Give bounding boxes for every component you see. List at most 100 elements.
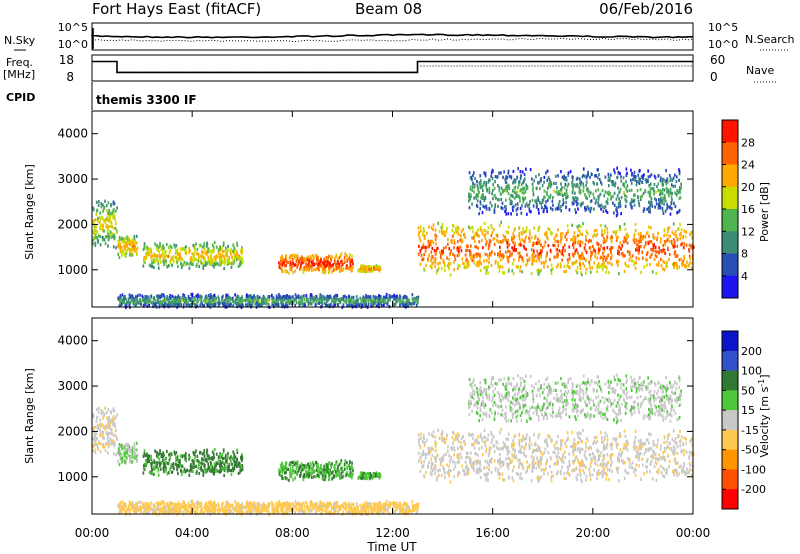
power-cell (502, 240, 504, 244)
velocity-cell (111, 439, 114, 443)
power-cell (484, 237, 487, 241)
velocity-cell (106, 437, 109, 441)
power-cell (453, 268, 456, 272)
power-cell (652, 249, 654, 253)
power-cell (602, 233, 604, 237)
power-cell (668, 234, 671, 238)
power-cell (488, 207, 491, 212)
power-cell (537, 237, 539, 241)
power-cell (377, 267, 380, 271)
power-cell (128, 249, 131, 253)
power-cell (385, 292, 388, 296)
power-cell (597, 262, 600, 266)
power-cell (194, 246, 196, 251)
power-cell (430, 254, 433, 258)
power-cell (519, 265, 522, 269)
power-cell (193, 258, 195, 262)
power-cell (578, 224, 580, 228)
power-cell (602, 241, 605, 245)
power-cell (387, 296, 389, 300)
power-cell (673, 232, 675, 236)
power-cell (466, 262, 469, 266)
power-cell (640, 240, 642, 244)
power-cell (506, 245, 509, 249)
power-cell (613, 183, 615, 187)
power-cell (511, 238, 513, 242)
power-cell (636, 246, 638, 250)
power-cell (175, 301, 178, 306)
velocity-cell (150, 464, 153, 468)
power-cell (195, 242, 197, 246)
power-cell (430, 266, 433, 270)
power-cell (122, 237, 125, 241)
power-ylabel: Slant Range [km] (23, 164, 36, 260)
power-cell (662, 196, 665, 200)
power-cell (284, 269, 287, 273)
power-cell (163, 299, 166, 303)
power-cell (662, 183, 664, 187)
power-cell (169, 249, 172, 253)
power-cell (476, 260, 479, 264)
velocity-cell (93, 438, 96, 443)
power-cell (201, 250, 204, 255)
power-cell (326, 299, 328, 303)
power-cell (579, 264, 582, 268)
power-cell (238, 254, 241, 258)
velocity-cell (219, 465, 222, 469)
velocity-cell (156, 461, 159, 465)
velocity-cell (134, 451, 136, 456)
power-cell (320, 294, 323, 298)
velocity-cell (302, 477, 305, 482)
power-cell (226, 248, 229, 252)
velocity-cell (180, 472, 183, 477)
power-cell (232, 299, 234, 304)
power-cell (516, 190, 519, 194)
power-cell (329, 265, 332, 269)
power-cell (671, 263, 674, 267)
power-cell (382, 295, 385, 299)
power-cell (312, 256, 315, 260)
power-cell (294, 293, 297, 297)
power-cell (241, 259, 244, 263)
power-cell (110, 233, 112, 237)
power-cell (330, 258, 333, 262)
power-cell (118, 237, 121, 242)
power-cell (512, 248, 515, 252)
power-cell (388, 297, 391, 301)
power-cell (211, 258, 214, 262)
power-cell (105, 204, 108, 208)
velocity-cell (301, 466, 304, 470)
power-cell (537, 272, 540, 276)
power-cell (184, 263, 186, 267)
velocity-cell (319, 466, 321, 471)
power-cell (176, 303, 179, 307)
power-cell (660, 191, 663, 195)
velocity-cell (302, 467, 305, 472)
power-cell (658, 246, 660, 250)
power-cell (407, 304, 409, 308)
power-cell (484, 252, 487, 256)
power-cell (550, 183, 552, 187)
power-cell (611, 183, 614, 187)
power-cell (152, 296, 155, 300)
power-cell (335, 253, 338, 257)
velocity-cell (113, 440, 116, 444)
power-cell (129, 295, 131, 299)
power-cell (281, 259, 283, 263)
power-cell (671, 178, 674, 182)
power-cell (648, 209, 650, 213)
power-cell (113, 233, 116, 237)
power-cell (223, 303, 225, 307)
power-cell (651, 187, 654, 191)
power-cell (477, 188, 479, 192)
power-cell (303, 268, 306, 272)
power-cell (218, 248, 221, 252)
power-cell (593, 233, 596, 237)
velocity-cell (203, 449, 206, 453)
power-cell (117, 296, 119, 300)
power-cell (548, 178, 551, 182)
power-cell (108, 208, 110, 213)
power-cell (620, 179, 623, 183)
power-cell (120, 236, 123, 240)
power-cell (539, 251, 542, 255)
